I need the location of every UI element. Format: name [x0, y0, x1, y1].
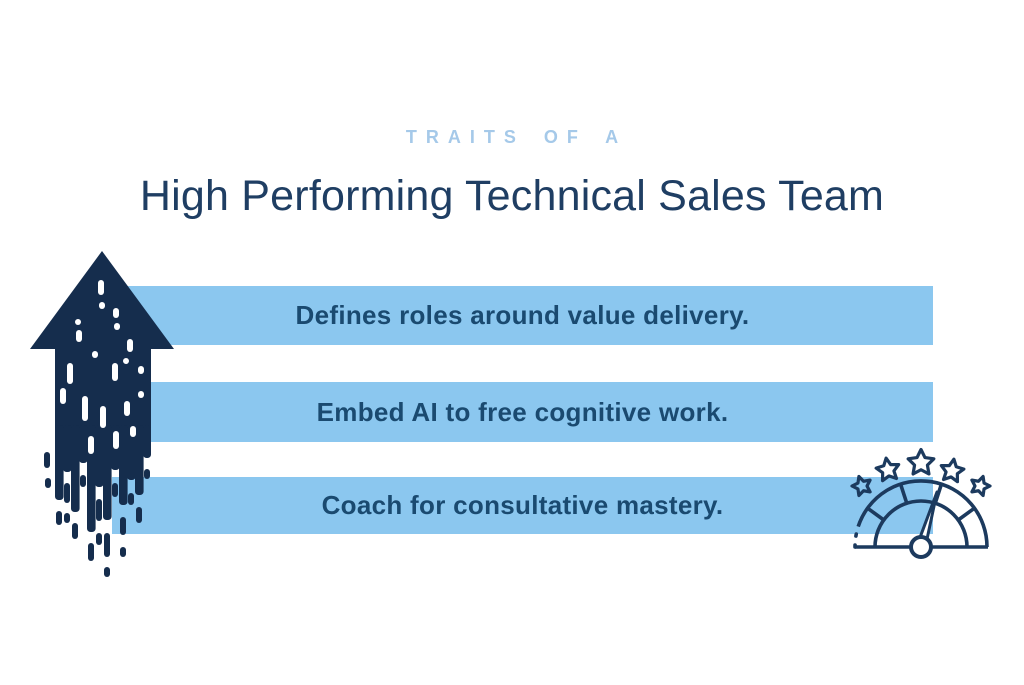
- gauge-hub: [909, 535, 933, 559]
- star-icon: [908, 450, 934, 474]
- speedometer-five-stars-icon: [845, 440, 1005, 559]
- star-icon: [875, 456, 901, 481]
- trait-bar-1: Defines roles around value delivery.: [112, 286, 933, 345]
- star-icon: [939, 457, 965, 482]
- arrow-dissolve-dashes: [60, 280, 144, 454]
- star-icon: [850, 474, 874, 497]
- gauge-stars: [850, 450, 992, 497]
- page-title: High Performing Technical Sales Team: [139, 172, 885, 220]
- trait-bar-2: Embed AI to free cognitive work.: [112, 382, 933, 442]
- eyebrow-text: TRAITS OF A: [405, 127, 628, 147]
- trait-bar-2-label: Embed AI to free cognitive work.: [316, 396, 729, 427]
- trait-bar-1-label: Defines roles around value delivery.: [295, 300, 750, 330]
- rising-arrow-dissolve-icon: [30, 251, 174, 577]
- trait-bar-3-label: Coach for consultative mastery.: [321, 490, 724, 520]
- trait-bar-3: Coach for consultative mastery.: [112, 477, 933, 534]
- star-icon: [968, 474, 992, 497]
- gauge-dial: [853, 479, 989, 559]
